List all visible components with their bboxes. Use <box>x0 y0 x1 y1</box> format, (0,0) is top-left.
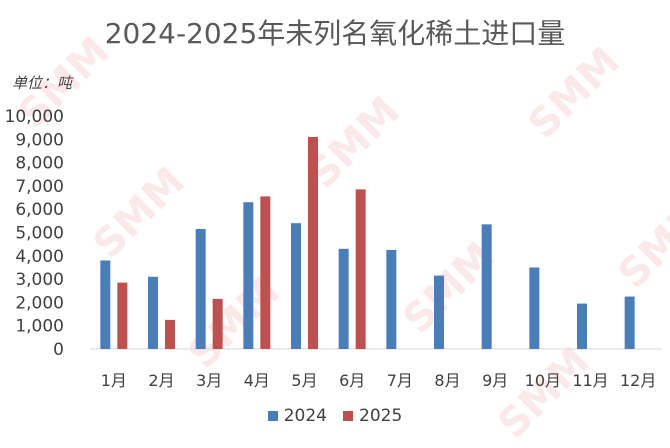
y-tick-label: 1,000 <box>15 317 64 337</box>
legend-swatch-2024 <box>267 411 278 421</box>
bar-2024 <box>195 229 206 349</box>
bar-2025 <box>260 196 271 349</box>
bar-2024 <box>481 224 492 349</box>
legend-label-2024: 2024 <box>283 406 327 426</box>
bar-2024 <box>148 276 158 349</box>
x-tick-label: 8月 <box>434 371 460 390</box>
y-tick-label: 10,000 <box>5 107 64 127</box>
y-tick-label: 4,000 <box>15 247 64 267</box>
legend-item-2024: 2024 <box>267 406 327 426</box>
bar-2024 <box>434 275 444 349</box>
legend: 2024 2025 <box>0 406 670 426</box>
y-tick-label: 0 <box>53 340 64 360</box>
x-tick-label: 9月 <box>482 371 508 390</box>
bar-2024 <box>577 303 587 349</box>
x-tick-label: 4月 <box>244 371 270 390</box>
bar-2025 <box>165 319 175 349</box>
bar-2024 <box>386 249 397 349</box>
bar-2025 <box>212 298 223 349</box>
x-tick-label: 2月 <box>148 371 174 390</box>
x-tick-label: 10月 <box>525 371 561 390</box>
bar-2025 <box>355 189 366 349</box>
y-tick-label: 6,000 <box>15 200 64 220</box>
y-tick-label: 7,000 <box>15 177 64 197</box>
bar-2025 <box>117 282 128 349</box>
bar-2024 <box>100 260 111 349</box>
y-tick-label: 9,000 <box>15 130 64 150</box>
x-tick-label: 7月 <box>387 371 413 390</box>
x-tick-label: 3月 <box>196 371 222 390</box>
legend-item-2025: 2025 <box>343 406 402 426</box>
legend-label-2025: 2025 <box>359 406 403 426</box>
y-tick-label: 8,000 <box>15 154 64 174</box>
bar-2024 <box>529 267 540 349</box>
x-tick-label: 6月 <box>339 371 365 390</box>
unit-label: 单位：吨 <box>12 74 73 92</box>
bar-2024 <box>291 223 301 349</box>
y-tick-label: 5,000 <box>15 224 64 244</box>
bar-2024 <box>243 202 254 349</box>
x-tick-label: 1月 <box>101 371 127 390</box>
y-tick-label: 3,000 <box>15 270 64 290</box>
bar-2025 <box>308 136 318 349</box>
chart-title: 2024-2025年未列名氧化稀土进口量 <box>104 17 566 50</box>
y-tick-label: 2,000 <box>15 293 64 313</box>
x-tick-label: 12月 <box>620 371 656 390</box>
bar-2024 <box>624 296 635 349</box>
legend-swatch-2025 <box>343 411 353 421</box>
x-tick-label: 5月 <box>291 371 317 390</box>
bar-2024 <box>338 248 349 349</box>
x-tick-label: 11月 <box>572 371 608 390</box>
